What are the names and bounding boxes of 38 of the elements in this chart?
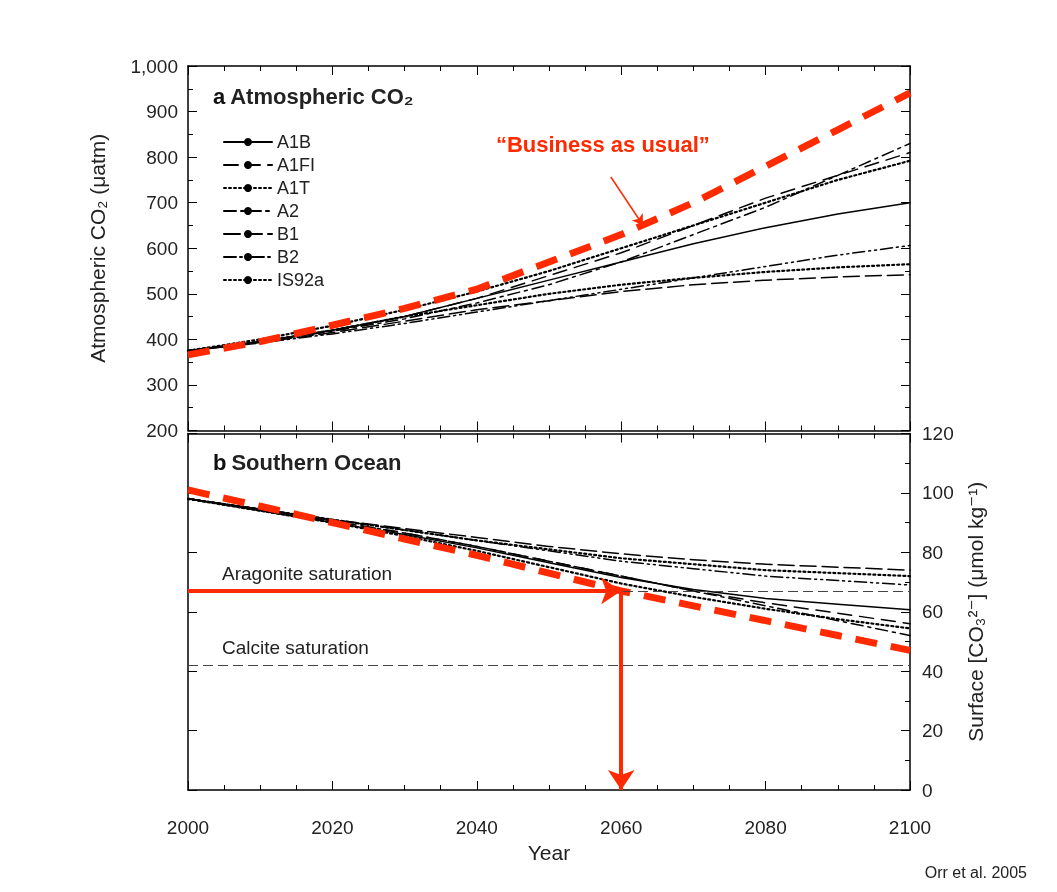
y-tick-label: 400: [146, 328, 178, 350]
y-tick-label: 200: [146, 420, 178, 441]
text: Orr et al. 2005: [924, 863, 1028, 881]
legend-label: A2: [277, 201, 300, 221]
y-tick-label: 1,000: [130, 55, 178, 77]
y-tick-label: 900: [146, 101, 178, 123]
x-tick-label: 2020: [311, 817, 354, 838]
y-tick-label: 500: [146, 283, 178, 305]
y-axis-title: Atmospheric CO₂ (μatm): [86, 133, 109, 363]
legend-label: B2: [277, 247, 300, 267]
text: b Southern Ocean: [213, 449, 402, 475]
y2-tick-label: 100: [922, 482, 954, 504]
text: a Atmospheric CO₂: [213, 83, 414, 109]
y2-tick-label: 0: [922, 779, 933, 801]
y2-tick-label: 80: [922, 541, 944, 563]
x-tick-label: 2000: [166, 817, 210, 838]
ref-line-label: Aragonite saturation: [222, 562, 393, 584]
y2-axis-title: Surface [CO₃²⁻] (μmol kg⁻¹): [963, 481, 987, 742]
y-tick-label: 700: [146, 192, 178, 214]
x-tick-label: 2100: [888, 817, 932, 838]
ref-line-label: Calcite saturation: [222, 637, 369, 659]
y2-tick-label: 40: [922, 660, 944, 682]
y2-tick-label: 20: [922, 720, 944, 742]
legend-label: IS92a: [277, 270, 326, 290]
y2-tick-label: 60: [922, 601, 944, 623]
annotation: “Business as usual”: [495, 131, 710, 157]
x-tick-label: 2040: [455, 817, 498, 838]
y-tick-label: 800: [146, 146, 178, 168]
x-tick-label: 2060: [600, 817, 643, 838]
x-tick-label: 2080: [744, 817, 787, 838]
legend-label: A1B: [277, 132, 312, 152]
legend-label: B1: [277, 224, 300, 244]
y-tick-label: 600: [146, 237, 178, 259]
x-axis-title: Year: [527, 840, 571, 864]
y-tick-label: 300: [146, 374, 178, 396]
legend-label: A1FI: [277, 155, 316, 175]
legend-label: A1T: [277, 178, 311, 198]
y2-tick-label: 120: [922, 423, 954, 444]
